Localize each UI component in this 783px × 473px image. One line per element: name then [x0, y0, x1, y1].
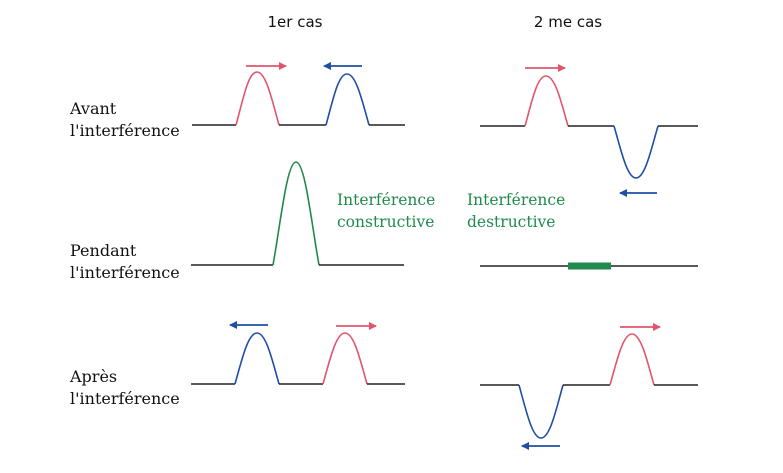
case1-during-wave: [191, 161, 404, 266]
red-pulse-up: [235, 71, 280, 126]
row-label-during-line1: Pendant: [70, 241, 137, 260]
row-label-during: Pendant l'interférence: [70, 241, 180, 282]
green-pulse-constructive: [272, 161, 320, 266]
red-pulse-up: [609, 333, 655, 386]
column-heading-case1: 1er cas: [268, 13, 323, 31]
case2-during-wave: [480, 262, 698, 270]
row-label-during-line2: l'interférence: [70, 263, 180, 282]
row-label-before-line1: Avant: [69, 99, 117, 118]
case1-before-wave: [192, 62, 405, 126]
blue-pulse-up: [325, 73, 370, 126]
row-label-before-line2: l'interférence: [70, 121, 180, 140]
red-pulse-up: [322, 332, 368, 385]
row-label-after: Après l'interférence: [69, 367, 180, 408]
note-constructive-line2: constructive: [337, 213, 434, 231]
note-constructive: Interférence constructive: [337, 191, 435, 231]
blue-pulse-up: [234, 332, 280, 385]
note-constructive-line1: Interférence: [337, 191, 435, 209]
row-label-before: Avant l'interférence: [69, 99, 180, 140]
column-heading-case2: 2 me cas: [534, 13, 602, 31]
case2-after-wave: [480, 323, 698, 450]
row-label-after-line1: Après: [69, 367, 117, 386]
note-destructive: Interférence destructive: [467, 191, 565, 231]
case2-before-wave: [480, 64, 698, 197]
row-label-after-line2: l'interférence: [70, 389, 180, 408]
red-pulse-up: [524, 75, 569, 127]
case1-after-wave: [191, 321, 405, 385]
note-destructive-line2: destructive: [467, 213, 555, 231]
blue-pulse-down: [613, 125, 659, 179]
blue-pulse-down: [518, 384, 564, 439]
note-destructive-line1: Interférence: [467, 191, 565, 209]
green-bar-destructive: [568, 262, 611, 270]
